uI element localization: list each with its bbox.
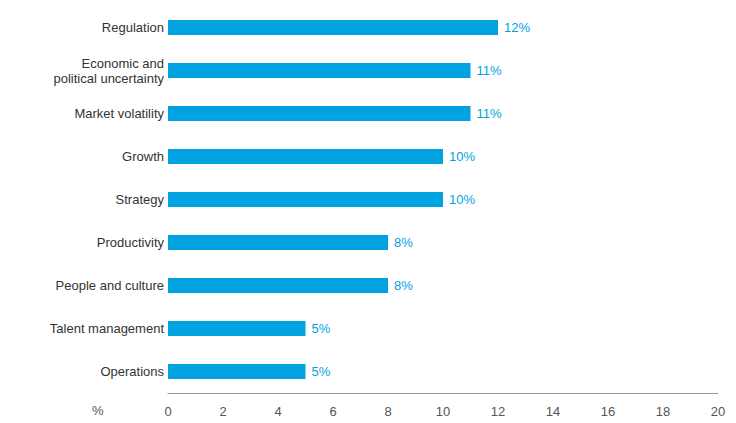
svg-text:16: 16 — [601, 404, 615, 419]
svg-text:5%: 5% — [312, 321, 331, 336]
svg-text:11%: 11% — [477, 106, 502, 121]
svg-text:Market volatility: Market volatility — [74, 106, 164, 121]
svg-text:Productivity: Productivity — [97, 235, 165, 250]
svg-text:12: 12 — [491, 404, 505, 419]
svg-text:20: 20 — [711, 404, 725, 419]
svg-text:11%: 11% — [477, 63, 502, 78]
svg-text:8%: 8% — [394, 235, 413, 250]
svg-text:8%: 8% — [394, 278, 413, 293]
svg-text:Operations: Operations — [100, 364, 164, 379]
svg-text:Economic and: Economic and — [82, 56, 164, 71]
svg-text:Talent management: Talent management — [50, 321, 165, 336]
svg-text:10%: 10% — [449, 149, 475, 164]
svg-text:0: 0 — [164, 404, 171, 419]
svg-text:8: 8 — [384, 404, 391, 419]
svg-text:18: 18 — [656, 404, 670, 419]
svg-text:6: 6 — [329, 404, 336, 419]
svg-text:Regulation: Regulation — [102, 20, 164, 35]
svg-text:%: % — [92, 403, 104, 418]
svg-text:2: 2 — [219, 404, 226, 419]
svg-text:political uncertainty: political uncertainty — [53, 71, 164, 86]
svg-text:Strategy: Strategy — [116, 192, 165, 207]
svg-text:10: 10 — [436, 404, 450, 419]
svg-text:12%: 12% — [504, 20, 530, 35]
svg-text:People and culture: People and culture — [56, 278, 164, 293]
svg-text:5%: 5% — [312, 364, 331, 379]
svg-text:14: 14 — [546, 404, 560, 419]
svg-text:10%: 10% — [449, 192, 475, 207]
svg-text:4: 4 — [274, 404, 281, 419]
svg-text:Growth: Growth — [122, 149, 164, 164]
